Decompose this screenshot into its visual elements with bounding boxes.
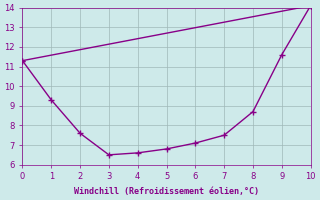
X-axis label: Windchill (Refroidissement éolien,°C): Windchill (Refroidissement éolien,°C) (74, 187, 259, 196)
